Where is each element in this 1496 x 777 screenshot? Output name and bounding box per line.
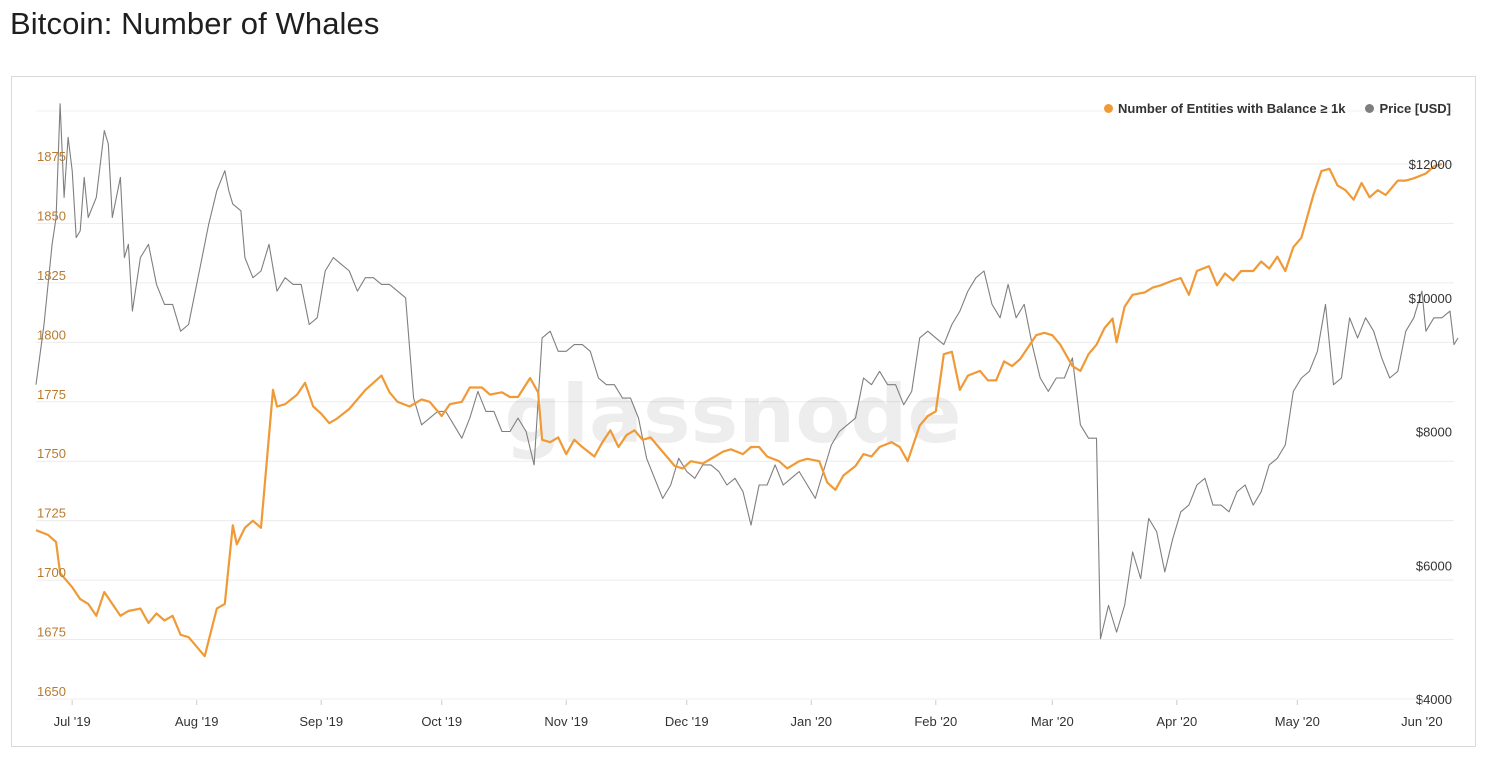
y-right-tick-label: $10000 xyxy=(1409,291,1452,306)
series-price xyxy=(35,103,1459,640)
y-right-tick-label: $4000 xyxy=(1416,692,1452,707)
y-left-tick-label: 1650 xyxy=(37,684,66,699)
x-tick-label: Nov '19 xyxy=(544,714,588,729)
legend-item-price[interactable]: Price [USD] xyxy=(1365,101,1451,116)
x-tick-label: Jan '20 xyxy=(791,714,833,729)
y-left-tick-label: 1750 xyxy=(37,446,66,461)
left-axis-ticks: 1650 1675 1700 1725 1750 1775 1800 1825 1850 1875 xyxy=(37,149,66,699)
chart-card: glassnode 1650 1675 1700 1725 1750 1775 1800 18… xyxy=(11,76,1476,747)
page-title: Bitcoin: Number of Whales xyxy=(10,6,380,41)
y-left-tick-label: 1800 xyxy=(37,327,66,342)
x-tick-label: Oct '19 xyxy=(421,714,462,729)
x-tick-label: Apr '20 xyxy=(1156,714,1197,729)
x-tick-label: Sep '19 xyxy=(299,714,343,729)
legend-item-whales[interactable]: Number of Entities with Balance ≥ 1k xyxy=(1104,101,1345,116)
chart-svg[interactable]: glassnode 1650 1675 1700 1725 1750 1775 1800 18… xyxy=(12,77,1475,746)
legend-dot-price xyxy=(1365,104,1375,113)
x-tick-label: Jun '20 xyxy=(1401,714,1443,729)
legend-label-whales: Number of Entities with Balance ≥ 1k xyxy=(1118,101,1346,116)
x-tick-label: May '20 xyxy=(1275,714,1320,729)
legend: Number of Entities with Balance ≥ 1k Pri… xyxy=(1104,101,1451,116)
watermark: glassnode xyxy=(504,368,961,461)
whales-line[interactable] xyxy=(35,162,1443,658)
series-whales xyxy=(35,162,1443,658)
y-left-tick-label: 1875 xyxy=(37,149,66,164)
x-tick-label: Jul '19 xyxy=(54,714,91,729)
y-left-tick-label: 1850 xyxy=(37,208,66,223)
y-right-tick-label: $6000 xyxy=(1416,558,1452,573)
legend-label-price: Price [USD] xyxy=(1379,101,1451,116)
y-right-tick-label: $8000 xyxy=(1416,425,1452,440)
y-left-tick-label: 1675 xyxy=(37,625,66,640)
x-tick-label: Dec '19 xyxy=(665,714,709,729)
y-left-tick-label: 1725 xyxy=(37,506,66,521)
x-tick-label: Aug '19 xyxy=(175,714,219,729)
y-left-tick-label: 1700 xyxy=(37,565,66,580)
right-axis-ticks: $4000 $6000 $8000 $10000 $12000 xyxy=(1409,157,1452,707)
y-left-tick-label: 1775 xyxy=(37,387,66,402)
y-right-tick-label: $12000 xyxy=(1409,157,1452,172)
x-tick-label: Feb '20 xyxy=(914,714,957,729)
legend-dot-whales xyxy=(1104,104,1113,113)
price-line[interactable] xyxy=(35,103,1459,640)
x-tick-label: Mar '20 xyxy=(1031,714,1074,729)
y-left-tick-label: 1825 xyxy=(37,268,66,283)
x-axis-ticks: Jul '19 Aug '19 Sep '19 Oct '19 Nov '19 Dec '… xyxy=(54,700,1443,729)
